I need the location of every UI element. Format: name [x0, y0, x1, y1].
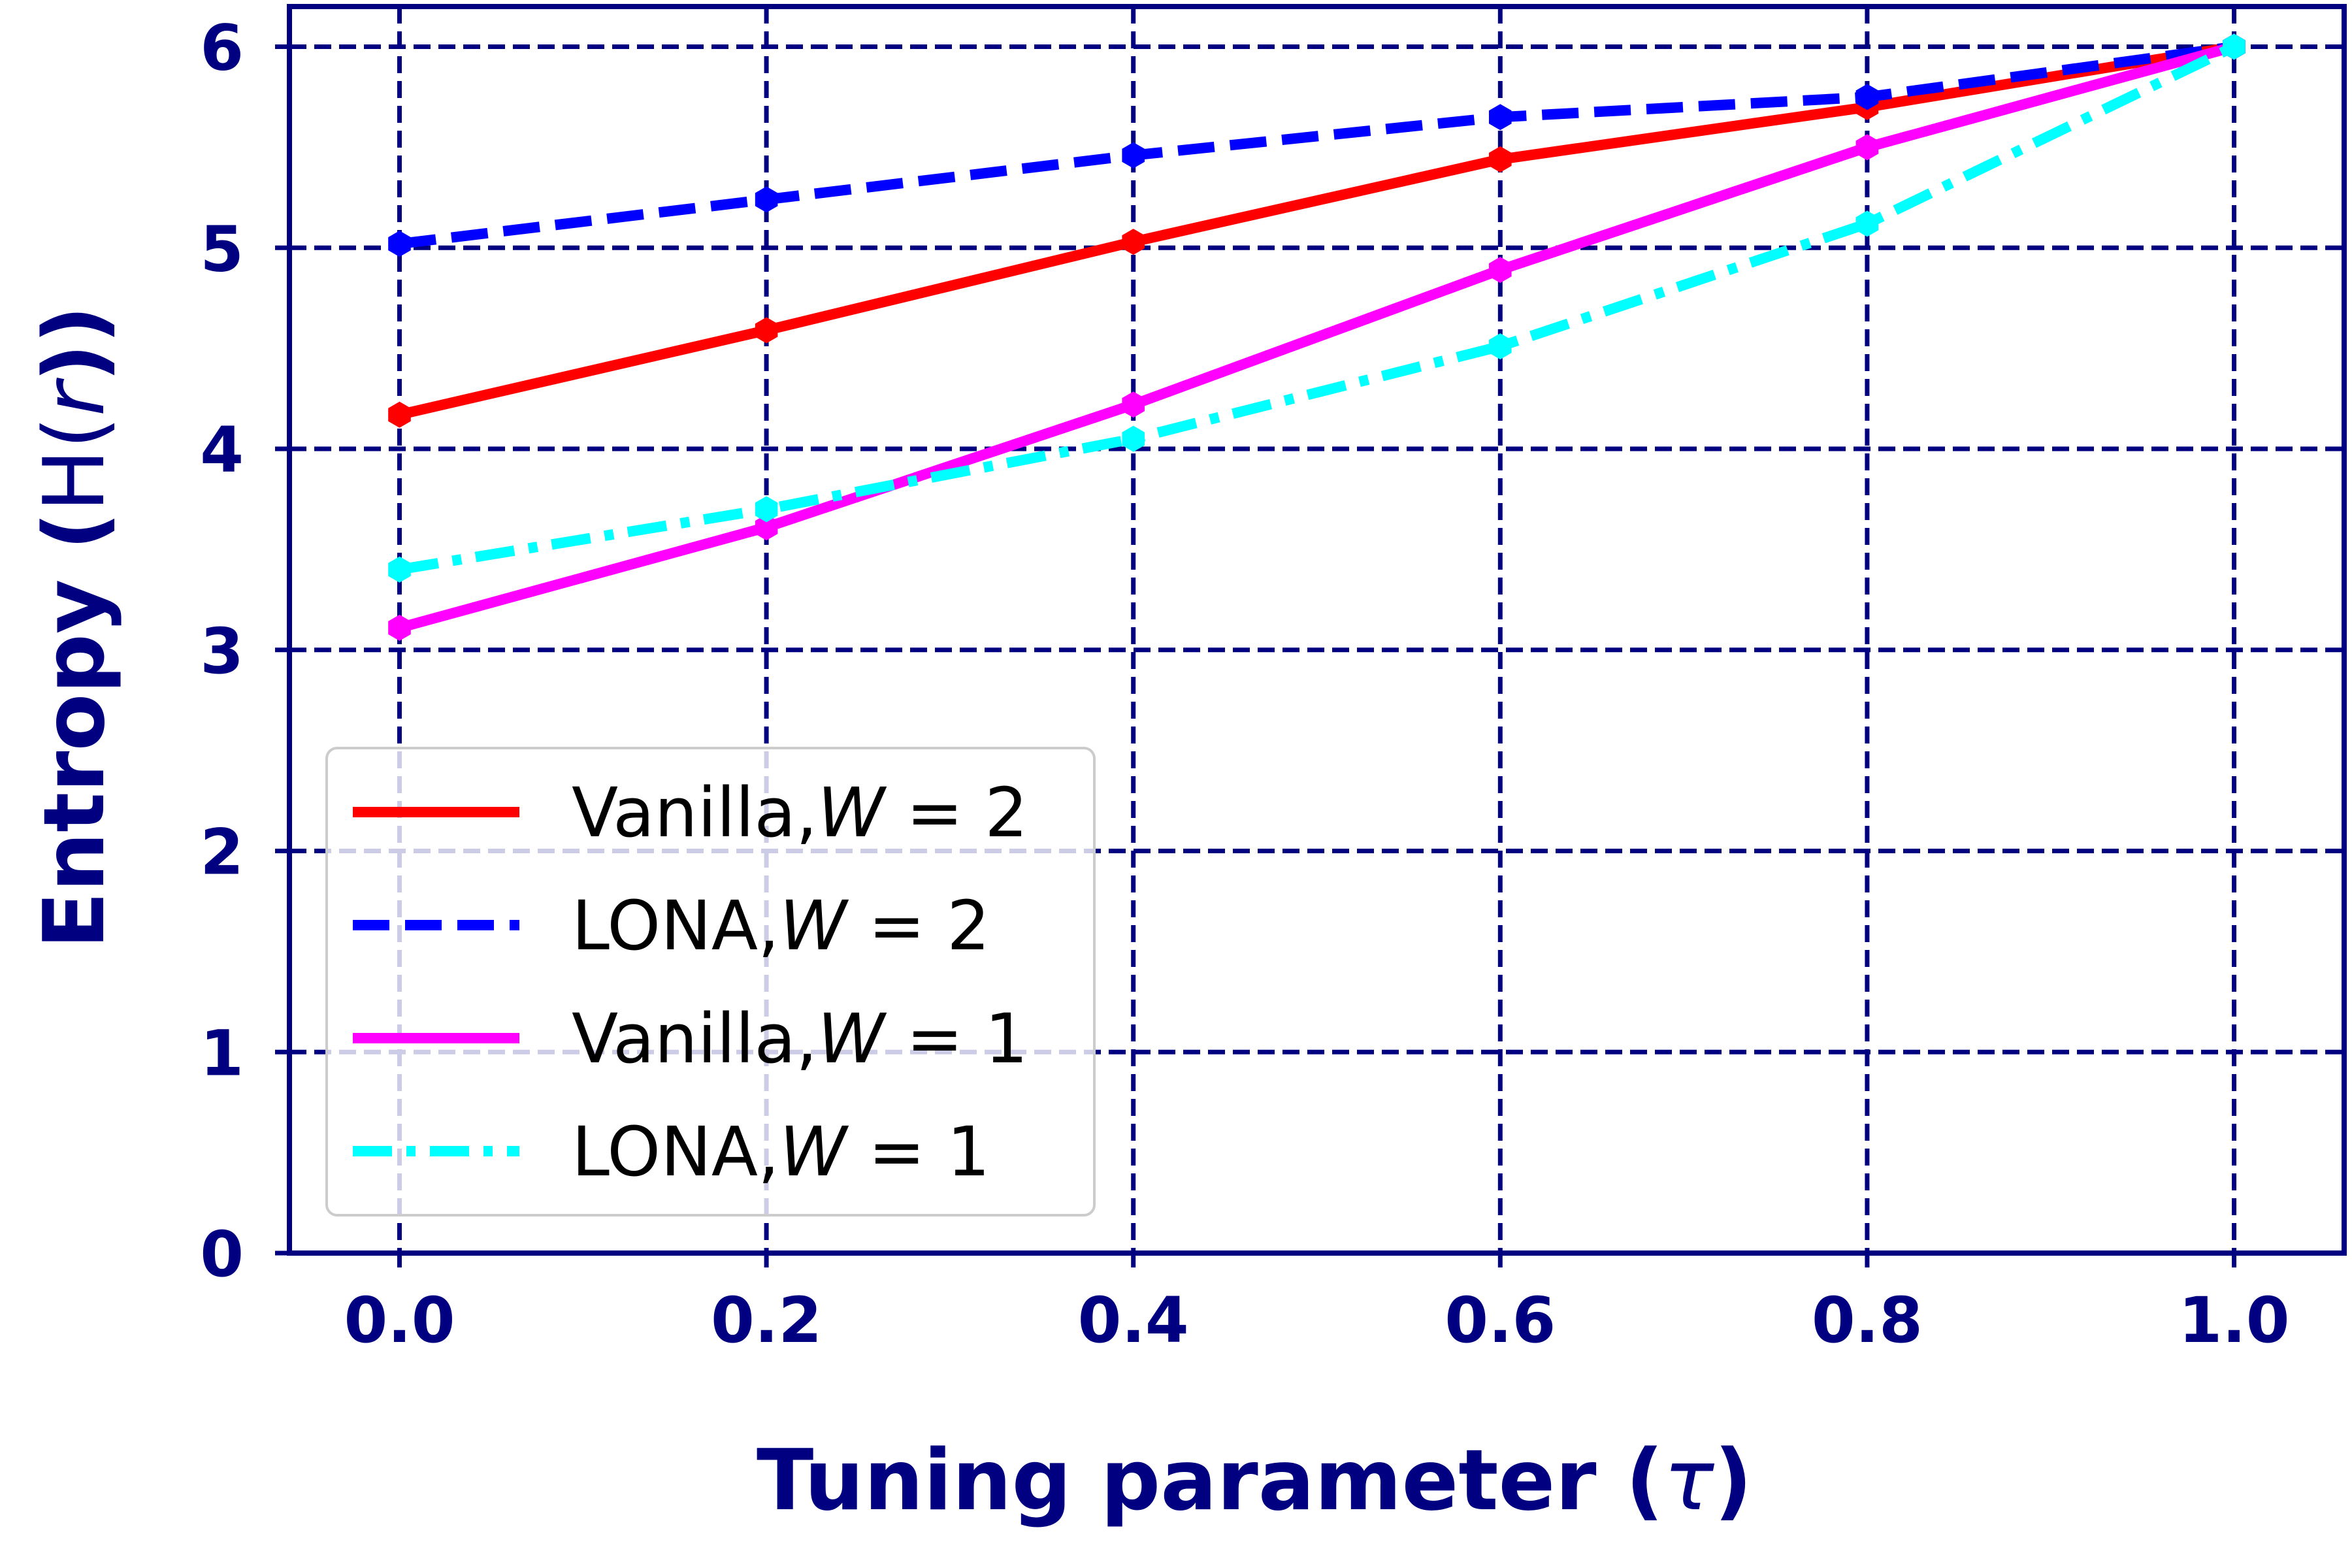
data-point-s1-4 — [1855, 84, 1879, 110]
y-tick-label-1: 1 — [200, 1017, 244, 1090]
y-tick-label-3: 3 — [200, 615, 244, 688]
legend: Vanilla,W = 2 LONA,W = 2 Vanilla,W = 1 LONA… — [325, 747, 1096, 1217]
series-line-1 — [399, 41, 2235, 250]
data-point-s2-0 — [388, 614, 411, 641]
data-point-s2-4 — [1855, 134, 1879, 161]
data-point-s3-1 — [755, 496, 778, 523]
data-point-s0-1 — [755, 317, 778, 344]
series-1 — [388, 33, 2246, 257]
data-point-s1-3 — [1489, 104, 1512, 131]
data-point-s0-0 — [388, 401, 411, 428]
data-point-s3-5 — [2223, 33, 2246, 60]
x-axis-label: Tuning parameter (τ) — [757, 1432, 1752, 1529]
axes-frame — [287, 4, 2347, 1256]
data-point-s3-4 — [1855, 210, 1879, 237]
x-tick-label-5: 1.0 — [2178, 1284, 2289, 1357]
data-point-s2-3 — [1489, 257, 1512, 284]
legend-label-2: Vanilla,W = 1 — [572, 999, 1028, 1079]
x-tick-label-1: 0.2 — [711, 1284, 822, 1357]
data-point-s3-0 — [388, 556, 411, 583]
series-line-3 — [399, 42, 2236, 575]
data-point-s1-1 — [755, 186, 778, 213]
x-tick-label-0: 0.0 — [344, 1284, 455, 1357]
series-line-0 — [398, 41, 2235, 420]
data-point-s1-0 — [388, 231, 411, 257]
data-point-s2-2 — [1122, 391, 1145, 418]
data-point-s3-3 — [1489, 333, 1512, 360]
y-tick-label-0: 0 — [200, 1218, 244, 1291]
x-tick-label-3: 0.6 — [1445, 1284, 1556, 1357]
x-tick-label-2: 0.4 — [1078, 1284, 1189, 1357]
data-point-s2-1 — [755, 514, 778, 541]
legend-label-0: Vanilla,W = 2 — [572, 773, 1028, 853]
y-axis-label: Entropy (H(r)) — [26, 306, 123, 949]
data-point-s0-3 — [1489, 146, 1512, 172]
axis-ticks: 0.0 0.2 0.4 0.6 0.8 1.0 0 1 2 3 4 5 6 — [200, 12, 2289, 1357]
series-2 — [388, 33, 2246, 641]
y-tick-label-6: 6 — [200, 12, 244, 85]
series-layer — [388, 33, 2246, 641]
data-point-s1-2 — [1122, 142, 1145, 169]
data-point-s3-2 — [1122, 425, 1145, 452]
legend-label-1: LONA,W = 2 — [572, 886, 990, 966]
y-tick-label-4: 4 — [200, 414, 244, 487]
legend-label-3: LONA,W = 1 — [572, 1112, 990, 1192]
series-3 — [388, 33, 2246, 583]
x-tick-label-4: 0.8 — [1812, 1284, 1923, 1357]
series-line-2 — [398, 41, 2236, 633]
series-0 — [388, 33, 2246, 428]
data-point-s0-2 — [1122, 229, 1145, 255]
y-tick-label-2: 2 — [200, 816, 244, 889]
y-tick-label-5: 5 — [200, 212, 244, 286]
plot-frame — [287, 4, 2347, 1256]
legend-box — [325, 747, 1096, 1217]
